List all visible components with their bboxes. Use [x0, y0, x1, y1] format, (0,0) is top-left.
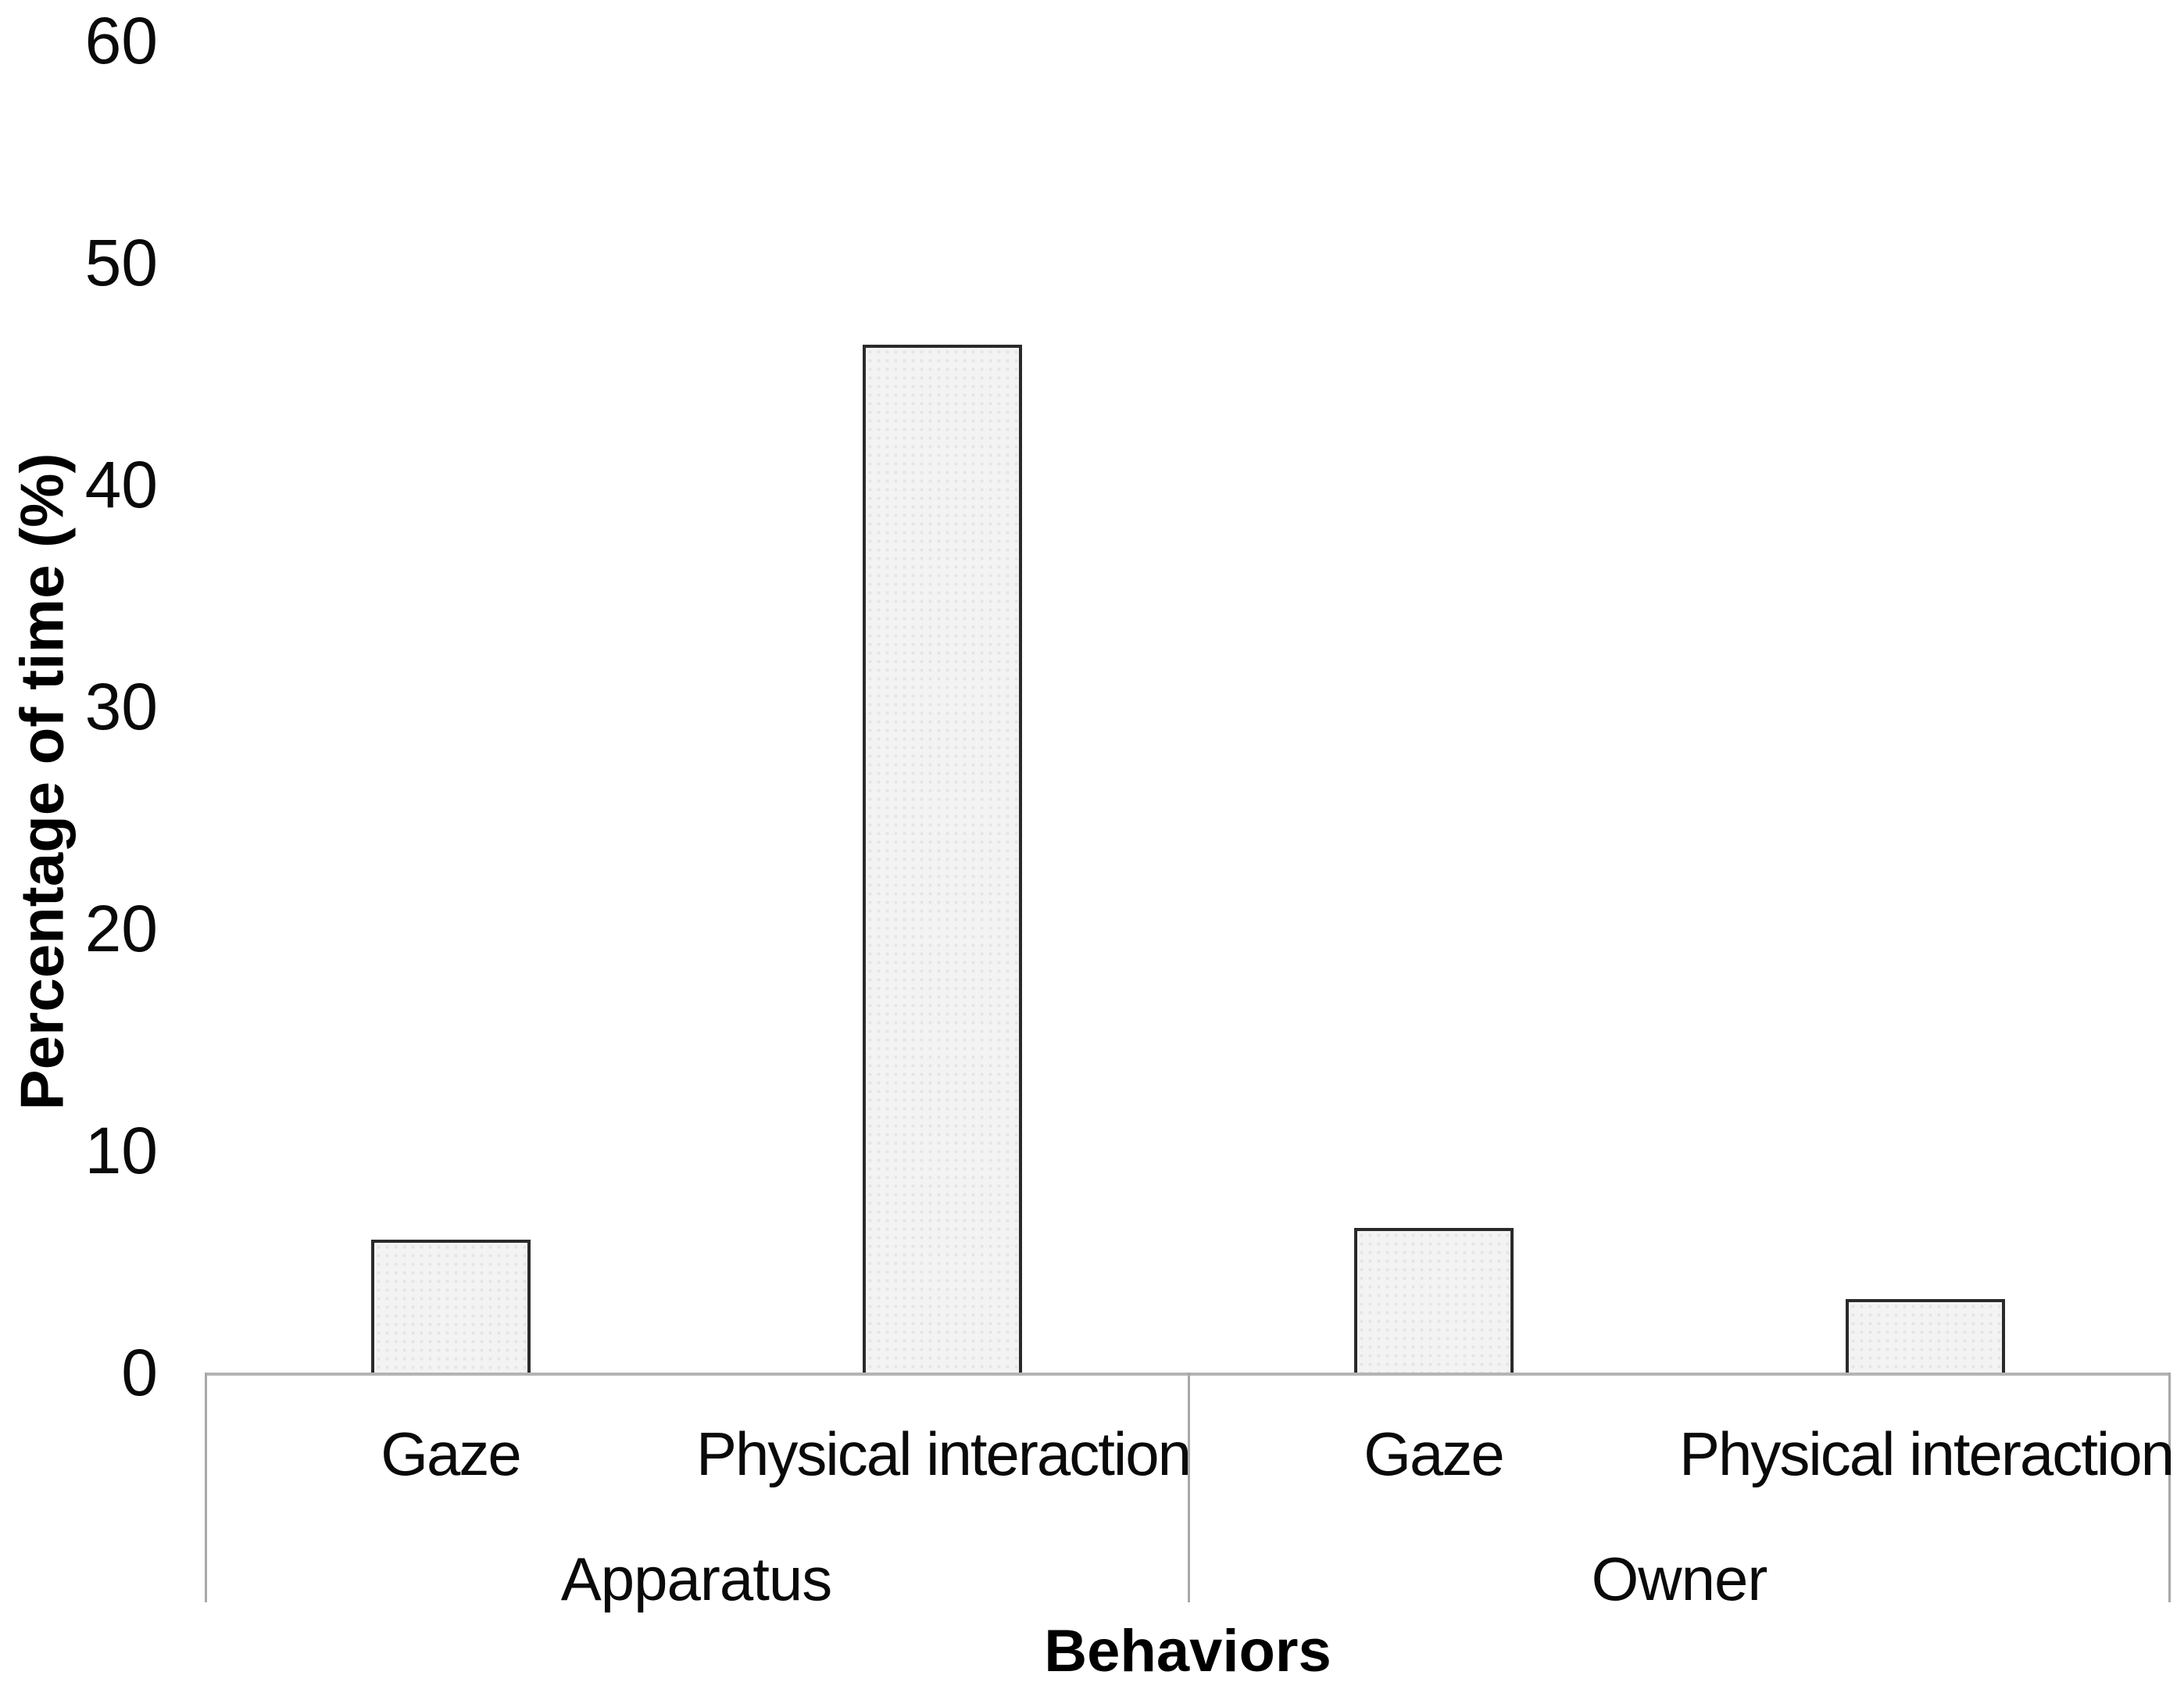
- group-label-owner: Owner: [1591, 1544, 1768, 1613]
- group-divider: [1188, 1373, 1190, 1602]
- category-label-physical-interaction: Physical interaction: [1679, 1419, 2175, 1488]
- x-axis-title: Behaviors: [1044, 1618, 1331, 1684]
- category-table-left-border: [205, 1373, 207, 1602]
- category-label-gaze: Gaze: [381, 1419, 521, 1488]
- y-tick-label-30: 30: [84, 670, 158, 743]
- category-label-gaze: Gaze: [1364, 1419, 1504, 1488]
- bar-owner-gaze: [1353, 1228, 1514, 1373]
- y-axis-title: Percentage of time (%): [7, 453, 77, 1111]
- group-label-apparatus: Apparatus: [560, 1544, 833, 1613]
- bar-owner-physical-interaction: [1845, 1299, 2005, 1373]
- y-tick-label-20: 20: [84, 892, 158, 965]
- category-label-physical-interaction: Physical interaction: [696, 1419, 1192, 1488]
- y-tick-label-10: 10: [84, 1114, 158, 1187]
- y-tick-label-0: 0: [121, 1336, 158, 1409]
- bar-apparatus-gaze: [370, 1239, 531, 1373]
- y-tick-label-50: 50: [84, 226, 158, 299]
- bar-apparatus-physical-interaction: [862, 345, 1022, 1373]
- y-tick-label-40: 40: [84, 448, 158, 521]
- category-table-right-border: [2168, 1373, 2171, 1602]
- y-tick-label-60: 60: [84, 4, 158, 77]
